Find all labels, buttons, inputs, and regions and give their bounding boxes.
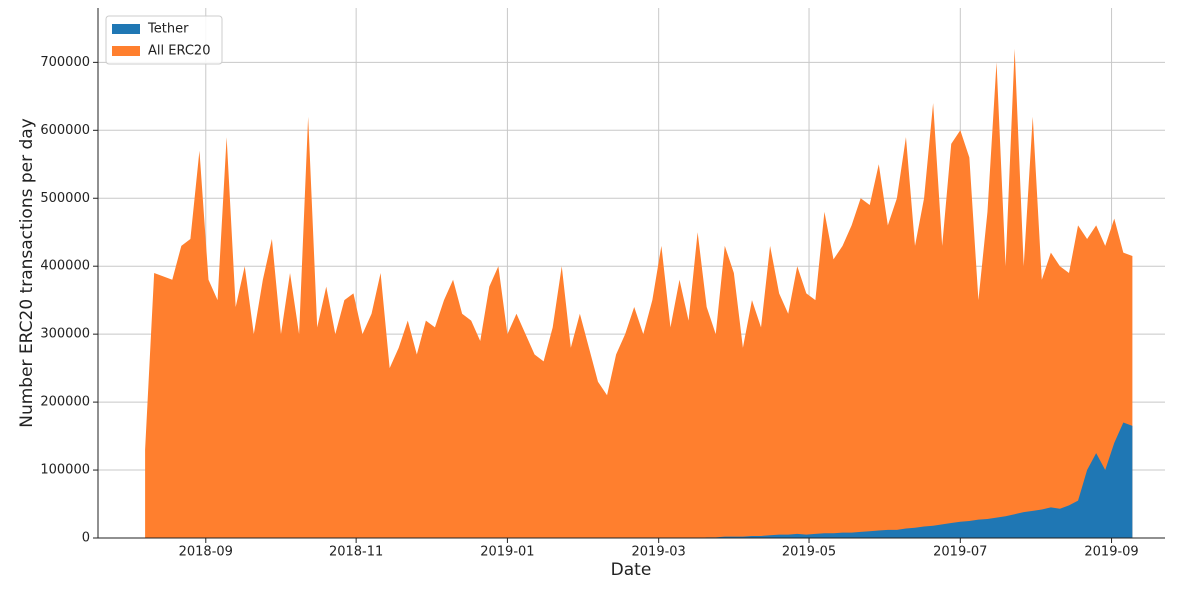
x-tick-label: 2018-09 xyxy=(179,545,233,560)
y-tick-label: 0 xyxy=(82,531,90,546)
legend-label: Tether xyxy=(147,22,189,37)
x-tick-label: 2019-07 xyxy=(933,545,987,560)
x-tick-label: 2019-05 xyxy=(782,545,836,560)
x-tick-label: 2019-01 xyxy=(480,545,534,560)
legend: Tether All ERC20 xyxy=(105,15,223,65)
x-axis-title: Date xyxy=(611,560,652,580)
y-tick-label: 300000 xyxy=(40,327,90,342)
y-tick-label: 200000 xyxy=(40,395,90,410)
y-tick-label: 500000 xyxy=(40,191,90,206)
legend-swatch xyxy=(112,24,140,34)
y-tick-label: 600000 xyxy=(40,123,90,138)
x-tick-label: 2018-11 xyxy=(329,545,383,560)
area xyxy=(145,48,1133,539)
y-tick-label: 100000 xyxy=(40,463,90,478)
y-axis-title: Number ERC20 transactions per day xyxy=(17,118,37,428)
y-tick-label: 700000 xyxy=(40,55,90,70)
legend-swatch xyxy=(112,46,140,56)
area xyxy=(145,422,1133,538)
y-tick-label: 400000 xyxy=(40,259,90,274)
x-tick-label: 2019-03 xyxy=(632,545,686,560)
x-tick-label: 2019-09 xyxy=(1084,545,1138,560)
legend-label: All ERC20 xyxy=(148,44,210,59)
